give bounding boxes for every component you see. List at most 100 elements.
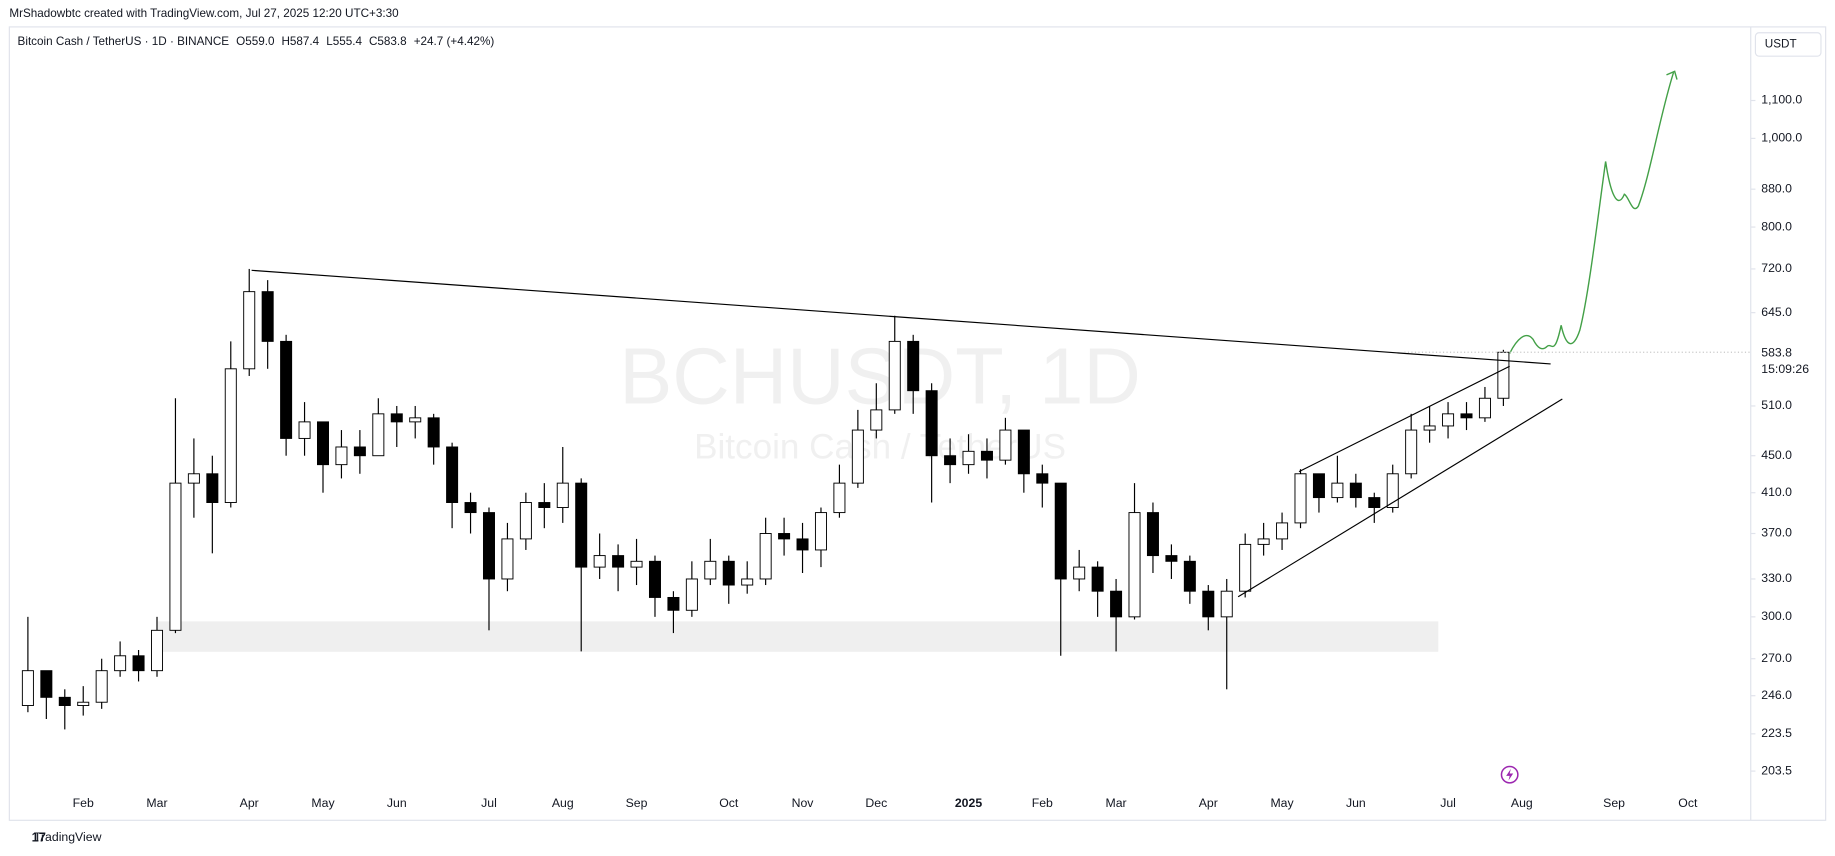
candle-body [1460,413,1473,419]
candle-body [464,502,477,514]
last-price-label: 583.8 [1761,346,1792,360]
candle-body [1442,413,1455,427]
candle-body [814,512,827,551]
candle-body [704,560,717,580]
candle-body [685,578,698,611]
y-tick-label: 450.0 [1761,448,1792,462]
x-tick-label: 2025 [955,796,982,810]
ohlc-low: L555.4 [326,35,362,48]
candle-body [1036,473,1049,484]
candle-body [1165,555,1178,562]
candle-body [21,670,34,706]
candle-body [316,421,329,466]
symbol-legend: Bitcoin Cash / TetherUS · 1D · BINANCE O5… [18,35,495,48]
x-tick-label: Dec [865,796,887,810]
event-icon[interactable] [1500,765,1519,784]
candle-body [759,533,772,580]
candles [21,268,1510,730]
candle-body [851,429,864,484]
x-tick-label: Aug [552,796,574,810]
channel-upper-line [1298,365,1510,473]
y-tick-label: 270.0 [1761,651,1792,665]
candle-body [1202,590,1215,618]
symbol: Bitcoin Cash / TetherUS · 1D · BINANCE [18,35,230,48]
x-tick-label: Jun [1346,796,1366,810]
candle-body [390,413,403,423]
candle-body [980,450,993,461]
x-tick-label: Oct [1678,796,1698,810]
candle-body [1091,566,1104,592]
candle-body [1183,560,1196,592]
ohlc-open: O559.0 [236,35,275,48]
event-icon-bolt[interactable] [1506,768,1514,781]
candle-body [353,446,366,457]
candle-body [944,455,957,466]
attribution: MrShadowbtc created with TradingView.com… [9,7,399,20]
candle-body [1128,512,1141,618]
y-tick-label: 645.0 [1761,305,1792,319]
candle-body [870,409,883,431]
y-tick-label: 1,100.0 [1761,93,1802,107]
projection-path [1509,72,1675,354]
x-tick-label: Aug [1511,796,1533,810]
candle-body [833,482,846,514]
x-tick-label: Nov [792,796,815,810]
candle-body [999,429,1012,461]
candle-body [796,538,809,551]
candle-body [1368,497,1381,508]
candle-body [1239,543,1252,592]
y-tick-label: 1,000.0 [1761,131,1802,145]
candle-body [888,340,901,411]
candle-body [151,629,164,672]
candle-body [593,555,606,568]
y-tick-label: 223.5 [1761,726,1792,740]
x-tick-label: Sep [626,796,648,810]
candle-body [372,413,385,457]
x-tick-label: May [1270,796,1294,810]
candle-body [77,701,90,706]
candle-body [1331,482,1344,499]
x-tick-label: Apr [1199,796,1218,810]
candle-body [612,555,625,568]
resistance-trendline [251,269,1551,365]
candle-body [58,696,71,706]
candle-body [1220,590,1233,618]
candle-body [482,512,495,580]
candle-body [741,578,754,586]
candle-body [335,446,348,466]
candle-body [630,560,643,568]
currency-label[interactable]: USDT [1765,38,1797,51]
y-tick-label: 720.0 [1761,261,1792,275]
candle-body [1110,590,1123,618]
candle-body [1478,397,1491,419]
chart-frame [8,26,1827,821]
candle-body [722,560,735,586]
y-tick-label: 510.0 [1761,398,1792,412]
candle-body [1073,566,1086,580]
y-tick-label: 370.0 [1761,526,1792,540]
logo-mark: 17 [32,829,46,844]
countdown: 15:09:26 [1761,362,1809,376]
candle-body [446,446,459,503]
candle-body [778,533,791,540]
candle-body [556,482,569,508]
candle-body [1405,429,1418,475]
y-tick-label: 800.0 [1761,219,1792,233]
candle-body [114,655,127,672]
x-tick-label: Mar [1106,796,1127,810]
x-tick-label: Apr [240,796,259,810]
y-tick-label: 880.0 [1761,181,1792,195]
ohlc-high: H587.4 [281,35,319,48]
x-tick-label: Oct [719,796,739,810]
candle-body [1276,522,1289,540]
candle-body [280,340,293,439]
y-tick-label: 330.0 [1761,571,1792,585]
currency-button[interactable] [1754,32,1822,57]
candle-body [409,417,422,423]
candle-body [298,421,311,439]
x-tick-label: Jul [1440,796,1456,810]
candle-body [427,417,440,448]
x-tick-label: Feb [73,796,94,810]
